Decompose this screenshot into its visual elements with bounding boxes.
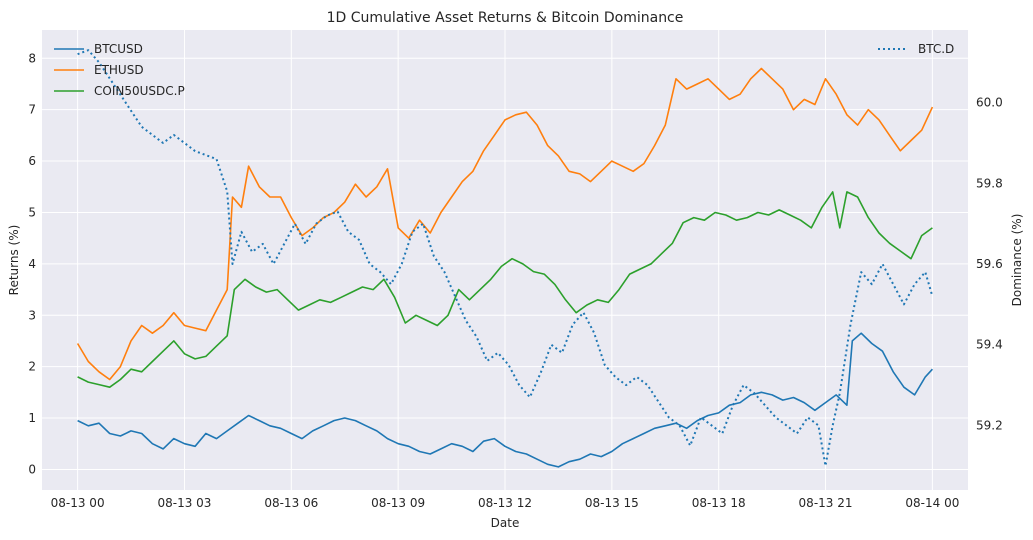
y-left-tick-label: 2 (28, 360, 36, 374)
y-left-tick-label: 7 (28, 103, 36, 117)
y-right-tick-labels: 59.2 59.4 59.6 59.8 60.0 (976, 96, 1003, 433)
y-left-tick-label: 6 (28, 154, 36, 168)
legend-left: BTCUSD ETHUSD COIN50USDC.P (54, 42, 185, 98)
x-tick-label: 08-13 21 (799, 496, 853, 510)
x-tick-label: 08-13 15 (585, 496, 639, 510)
y-left-tick-label: 0 (28, 462, 36, 476)
y-left-tick-label: 1 (28, 411, 36, 425)
legend-label: BTC.D (918, 42, 954, 56)
y-right-axis-label: Dominance (%) (1010, 214, 1024, 307)
chart-title: 1D Cumulative Asset Returns & Bitcoin Do… (327, 10, 684, 26)
y-right-tick-label: 59.2 (976, 418, 1003, 432)
x-tick-label: 08-13 12 (478, 496, 532, 510)
x-tick-labels: 08-13 00 08-13 03 08-13 06 08-13 09 08-13 12… (51, 496, 960, 510)
legend-label: ETHUSD (94, 63, 144, 77)
x-tick-label: 08-13 09 (371, 496, 425, 510)
y-left-axis-label: Returns (%) (7, 225, 21, 296)
y-left-tick-label: 5 (28, 205, 36, 219)
y-left-tick-label: 4 (28, 257, 36, 271)
y-left-tick-label: 8 (28, 51, 36, 65)
y-left-tick-label: 3 (28, 308, 36, 322)
y-right-tick-label: 60.0 (976, 96, 1003, 110)
x-tick-label: 08-13 18 (692, 496, 746, 510)
series-line-coin50usdc-p (77, 191, 933, 388)
y-right-tick-label: 59.8 (976, 176, 1003, 190)
x-tick-label: 08-13 03 (157, 496, 211, 510)
series-lines (76, 49, 934, 468)
series-line-btc-d (77, 49, 934, 467)
series-line-btcusd (77, 332, 933, 468)
x-tick-label: 08-14 00 (905, 496, 959, 510)
y-left-tick-labels: 0 1 2 3 4 5 6 7 8 (28, 51, 36, 476)
legend-label: COIN50USDC.P (94, 84, 185, 98)
legend-label: BTCUSD (94, 42, 143, 56)
legend-right: BTC.D (878, 42, 954, 56)
y-right-tick-label: 59.4 (976, 338, 1003, 352)
series-line-ethusd (76, 67, 934, 381)
x-tick-label: 08-13 00 (51, 496, 105, 510)
y-right-tick-label: 59.6 (976, 257, 1003, 271)
x-tick-label: 08-13 06 (264, 496, 318, 510)
x-axis-label: Date (491, 516, 520, 530)
